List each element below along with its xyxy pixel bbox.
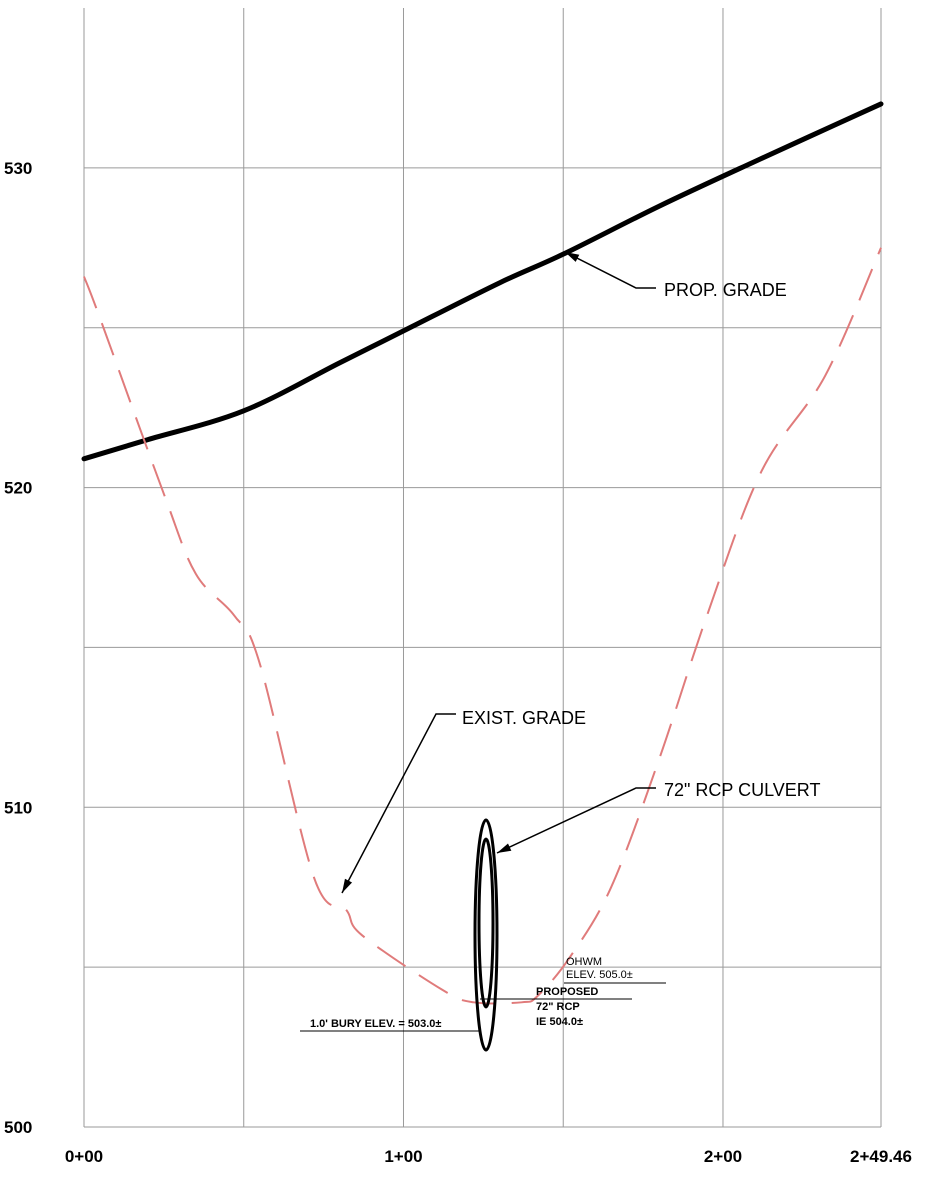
y-tick-label: 530 xyxy=(4,159,32,178)
prop-grade-leader xyxy=(564,251,656,289)
culvert-inner-ellipse xyxy=(477,837,495,1009)
proposed-rcp-label: 72" RCP xyxy=(536,1001,580,1013)
y-tick-label: 520 xyxy=(4,479,32,498)
culvert-layer xyxy=(300,818,666,1052)
exist-grade-label: EXIST. GRADE xyxy=(462,708,586,728)
prop-grade-label: PROP. GRADE xyxy=(664,280,787,300)
culvert-leader xyxy=(496,787,656,854)
x-tick-label: 2+49.46 xyxy=(850,1147,912,1166)
x-tick-label: 0+00 xyxy=(65,1147,103,1166)
annotation-layer: PROP. GRADE EXIST. GRADE 72" RCP CULVERT… xyxy=(310,251,820,1030)
prop-grade-leader-arrow xyxy=(565,252,580,262)
grid xyxy=(83,8,882,1128)
x-tick-label: 2+00 xyxy=(704,1147,742,1166)
culvert-label: 72" RCP CULVERT xyxy=(664,780,820,800)
y-tick-label: 510 xyxy=(4,798,32,817)
proposed-ie-label: IE 504.0± xyxy=(536,1016,583,1028)
proposed-grade-line xyxy=(81,101,884,462)
exist-grade-leader-arrow xyxy=(342,878,353,893)
exist-grade-leader xyxy=(341,713,456,894)
culvert-leader-arrow xyxy=(497,843,512,853)
x-tick-label: 1+00 xyxy=(384,1147,422,1166)
tick-labels: 0+00 1+00 2+00 2+49.46 500 510 520 530 xyxy=(4,159,912,1166)
ohwm-elev-label: ELEV. 505.0± xyxy=(566,969,633,981)
series-layer xyxy=(81,101,884,1005)
existing-grade-line xyxy=(83,247,882,1005)
proposed-label: PROPOSED xyxy=(536,986,598,998)
culvert-outer-ellipse xyxy=(473,818,499,1052)
bury-elev-label: 1.0' BURY ELEV. = 503.0± xyxy=(310,1018,441,1030)
y-tick-label: 500 xyxy=(4,1118,32,1137)
ohwm-label: OHWM xyxy=(566,956,602,968)
